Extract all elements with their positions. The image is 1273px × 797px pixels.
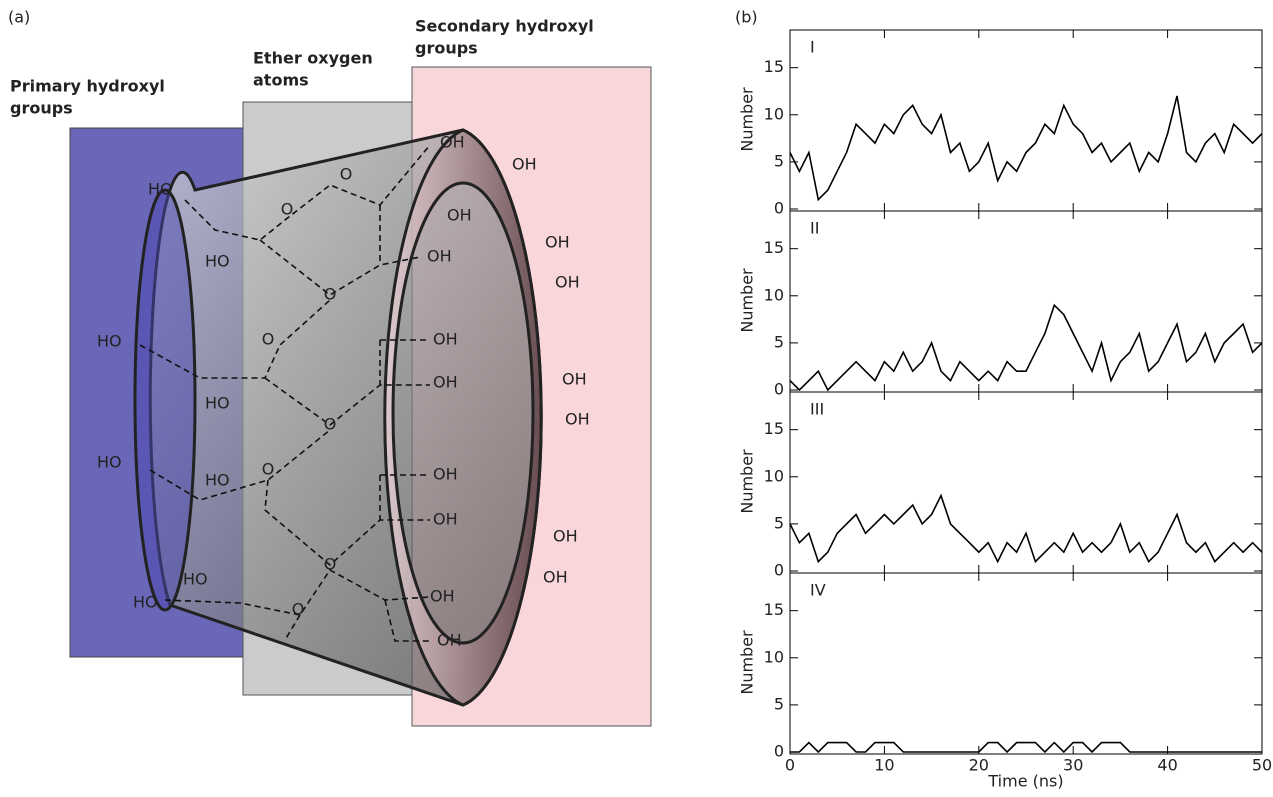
group-label: atoms: [253, 71, 309, 90]
series-line: [790, 741, 1262, 754]
oh-label: OH: [565, 410, 590, 429]
plot-frame: [789, 391, 1263, 574]
o-label: O: [262, 460, 275, 479]
ho-label: HO: [183, 570, 208, 589]
oh-label: OH: [545, 233, 570, 252]
ho-label: HO: [133, 593, 158, 612]
y-tick-label: 10: [764, 647, 784, 666]
panel-label: (a): [8, 8, 30, 27]
y-tick-label: 0: [774, 742, 784, 761]
o-label: O: [292, 600, 305, 619]
x-axis-label: Time (ns): [987, 772, 1063, 791]
y-axis-label: Number: [738, 87, 757, 152]
ho-label: HO: [97, 332, 122, 351]
x-tick-label: 40: [1157, 756, 1177, 775]
panel-label: (b): [735, 8, 758, 27]
o-label: O: [281, 200, 294, 219]
y-tick-label: 5: [774, 151, 784, 170]
y-tick-label: 10: [764, 104, 784, 123]
x-tick-label: 50: [1252, 756, 1272, 775]
plot-frame: [789, 210, 1263, 393]
oh-label: OH: [543, 568, 568, 587]
narrow-rim: [133, 188, 197, 612]
ho-label: HO: [97, 453, 122, 472]
plot-frame: [789, 29, 1263, 212]
y-tick-label: 0: [774, 380, 784, 399]
group-label: groups: [10, 99, 73, 118]
y-tick-label: 0: [774, 199, 784, 218]
group-label: groups: [415, 39, 478, 58]
series-line: [789, 493, 1263, 564]
group-label: Ether oxygen: [253, 49, 373, 68]
charts: 0 5 10 15 Number I 0 5 10 15 Number II 0 5 10 15 Number I…: [738, 29, 1272, 791]
y-axis-label: Number: [738, 449, 757, 514]
x-tick-label: 0: [785, 756, 795, 775]
y-tick-label: 15: [764, 238, 784, 257]
oh-label: OH: [427, 247, 452, 266]
ho-label: HO: [205, 252, 230, 271]
oh-label: OH: [430, 587, 455, 606]
o-label: O: [262, 330, 275, 349]
ho-label: HO: [205, 471, 230, 490]
oh-label: OH: [437, 631, 462, 650]
panel-numeral: II: [810, 219, 819, 238]
y-axis-label: Number: [738, 268, 757, 333]
x-tick-label: 30: [1063, 756, 1083, 775]
bonds: [139, 144, 431, 642]
y-tick-label: 10: [764, 466, 784, 485]
o-label: O: [324, 285, 337, 304]
oh-label: OH: [555, 273, 580, 292]
wide-rim: [383, 128, 543, 707]
series-line: [789, 303, 1263, 392]
diagram: Primary hydroxyl groups Ether oxygen atoms S…: [10, 17, 652, 727]
y-tick-label: 10: [764, 285, 784, 304]
oh-label: OH: [433, 510, 458, 529]
panel-numeral: I: [810, 38, 815, 57]
o-label: O: [324, 555, 337, 574]
ho-label: HO: [205, 394, 230, 413]
oh-label: OH: [562, 370, 587, 389]
x-tick-label: 10: [874, 756, 894, 775]
panel-numeral: IV: [810, 581, 826, 600]
y-tick-label: 5: [774, 694, 784, 713]
group-label: Primary hydroxyl: [10, 77, 165, 96]
y-tick-label: 5: [774, 332, 784, 351]
oh-label: OH: [553, 527, 578, 546]
o-label: O: [340, 165, 353, 184]
oh-label: OH: [433, 330, 458, 349]
y-tick-label: 5: [774, 513, 784, 532]
oh-label: OH: [512, 155, 537, 174]
oh-label: OH: [433, 373, 458, 392]
oh-label: OH: [447, 206, 472, 225]
oh-label: OH: [440, 133, 465, 152]
cone: [148, 128, 543, 707]
series-line: [789, 95, 1263, 202]
x-tick-label: 20: [969, 756, 989, 775]
o-label: O: [324, 415, 337, 434]
y-tick-label: 15: [764, 419, 784, 438]
y-tick-label: 15: [764, 600, 784, 619]
plot-frame: [789, 572, 1263, 755]
y-tick-label: 15: [764, 57, 784, 76]
y-axis-label: Number: [738, 630, 757, 695]
y-tick-label: 0: [774, 561, 784, 580]
oh-label: OH: [433, 465, 458, 484]
ho-label: HO: [148, 180, 173, 199]
panel-numeral: III: [810, 400, 824, 419]
group-label: Secondary hydroxyl: [415, 17, 594, 36]
